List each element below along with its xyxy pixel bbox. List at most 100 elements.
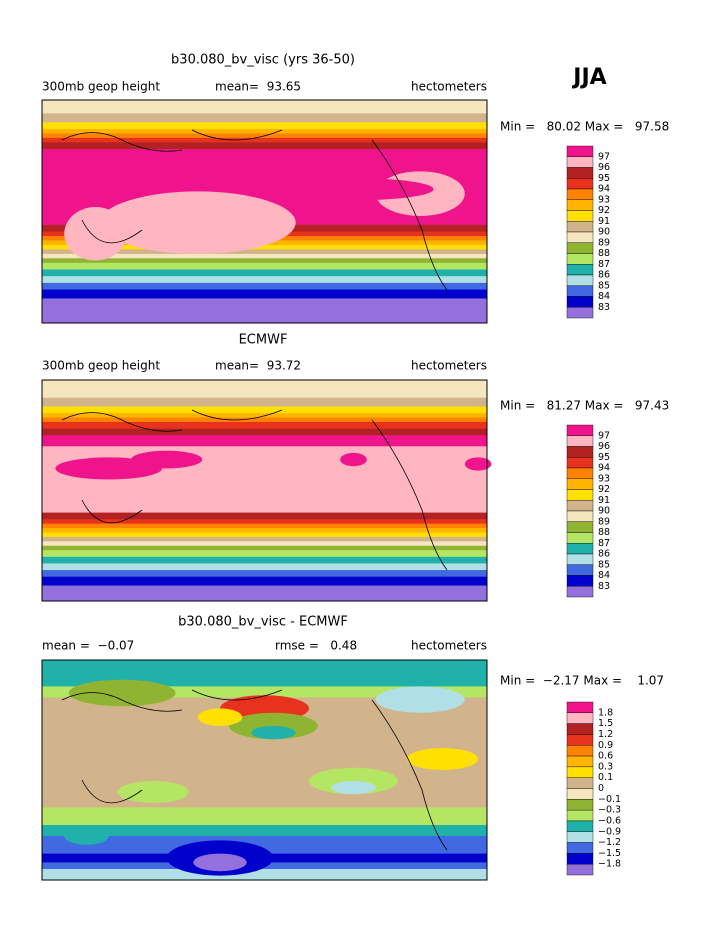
contour-band: [42, 585, 487, 602]
colorbar-box: [566, 210, 594, 222]
contour-band: [42, 417, 487, 423]
contour-region: [68, 679, 176, 707]
contour-region: [99, 191, 296, 254]
colorbar-label: 96: [598, 162, 610, 173]
colorbar-label: −0.9: [598, 826, 621, 837]
colorbar-label: 93: [598, 194, 610, 205]
colorbar-label: 88: [598, 248, 610, 259]
contour-region: [251, 726, 296, 740]
colorbar-box: [566, 788, 594, 800]
colorbar-label: 84: [598, 291, 610, 302]
colorbar-box: [566, 478, 594, 490]
colorbar-label: −0.3: [598, 805, 621, 816]
colorbar-box: [566, 809, 594, 822]
coastline: [61, 689, 448, 851]
colorbar-label: 92: [598, 484, 610, 495]
contour-region: [375, 686, 465, 713]
colorbar-label: 0.1: [598, 772, 613, 783]
contour-band: [42, 446, 487, 514]
contour-band: [42, 825, 487, 837]
colorbar-box: [566, 199, 594, 211]
colorbar-box: [566, 446, 594, 458]
colorbar-box: [566, 500, 594, 512]
colorbar-label: 95: [598, 452, 610, 463]
colorbar-label: 87: [598, 538, 610, 549]
colorbar-label: 1.2: [598, 729, 613, 740]
panel-center-label: mean= 93.72: [215, 359, 301, 373]
min-max: Min = −2.17 Max = 1.07: [500, 674, 664, 688]
colorbar-label: 89: [598, 516, 610, 527]
panel-title: ECMWF: [239, 333, 288, 348]
contour-band: [42, 269, 487, 277]
contour-band: [42, 519, 487, 525]
colorbar-label: 88: [598, 527, 610, 538]
panel-center-label: rmse = 0.48: [275, 639, 357, 653]
contour-band: [42, 869, 487, 881]
panel-left-label: mean = −0.07: [42, 639, 134, 653]
contour-region: [340, 452, 367, 467]
panel-title: b30.080_bv_visc (yrs 36-50): [171, 53, 355, 68]
colorbar-box: [566, 307, 594, 319]
colorbar-box: [566, 777, 594, 789]
colorbar-box: [566, 242, 594, 254]
panel-center-label: mean= 93.65: [215, 80, 301, 94]
contour-region: [131, 450, 203, 469]
colorbar-label: 95: [598, 173, 610, 184]
contour-band: [42, 397, 487, 408]
contour-region: [193, 853, 247, 872]
panel-left-label: 300mb geop height: [42, 359, 160, 373]
colorbar-label: −0.1: [598, 794, 621, 805]
colorbar-label: 83: [598, 302, 610, 313]
contour-band: [42, 686, 487, 698]
colorbar-box: [566, 766, 594, 778]
season-label: JJA: [571, 65, 606, 90]
coastline: [61, 409, 448, 571]
colorbar-label: 0.3: [598, 761, 613, 772]
colorbar-label: −1.2: [598, 837, 621, 848]
contour-band: [42, 556, 487, 564]
map-frame: [41, 99, 488, 324]
panel-units: hectometers: [411, 80, 487, 94]
colorbar-label: −0.6: [598, 815, 621, 826]
colorbar-label: 91: [598, 495, 610, 506]
colorbar-box: [566, 586, 594, 598]
colorbar-label: 85: [598, 280, 610, 291]
colorbar-label: 0: [598, 783, 604, 794]
contour-band: [42, 128, 487, 134]
colorbar-box: [566, 424, 594, 436]
colorbar-label: 0.9: [598, 740, 613, 751]
colorbar-label: 93: [598, 473, 610, 484]
colorbar-box: [566, 231, 594, 243]
map-frame: [41, 659, 488, 881]
colorbar-box: [566, 734, 594, 746]
contour-band: [42, 258, 487, 264]
contour-region: [64, 827, 109, 845]
contour-band: [42, 836, 487, 855]
contour-band: [42, 298, 487, 324]
contour-band: [42, 282, 487, 291]
colorbar-box: [566, 188, 594, 200]
colorbar-label: 0.6: [598, 751, 613, 762]
contour-band: [42, 428, 487, 436]
contour-region: [197, 708, 243, 726]
contour-band: [42, 289, 487, 299]
contour-band: [42, 528, 487, 533]
map-frame: [41, 379, 488, 602]
min-max: Min = 81.27 Max = 97.43: [500, 399, 669, 413]
colorbar-box: [566, 745, 594, 757]
contour-band: [42, 523, 487, 529]
contour-band: [42, 541, 487, 547]
colorbar-label: 96: [598, 441, 610, 452]
colorbar-box: [566, 145, 594, 157]
colorbar-box: [566, 156, 594, 168]
colorbar-label: 94: [598, 184, 610, 195]
colorbar-box: [566, 532, 594, 544]
contour-band: [42, 113, 487, 123]
colorbar-box: [566, 799, 594, 811]
colorbar-box: [566, 467, 594, 479]
colorbar-label: 83: [598, 581, 610, 592]
colorbar-box: [566, 553, 594, 565]
contour-band: [42, 380, 487, 399]
contour-region: [273, 178, 434, 201]
colorbar-label: 94: [598, 463, 610, 474]
